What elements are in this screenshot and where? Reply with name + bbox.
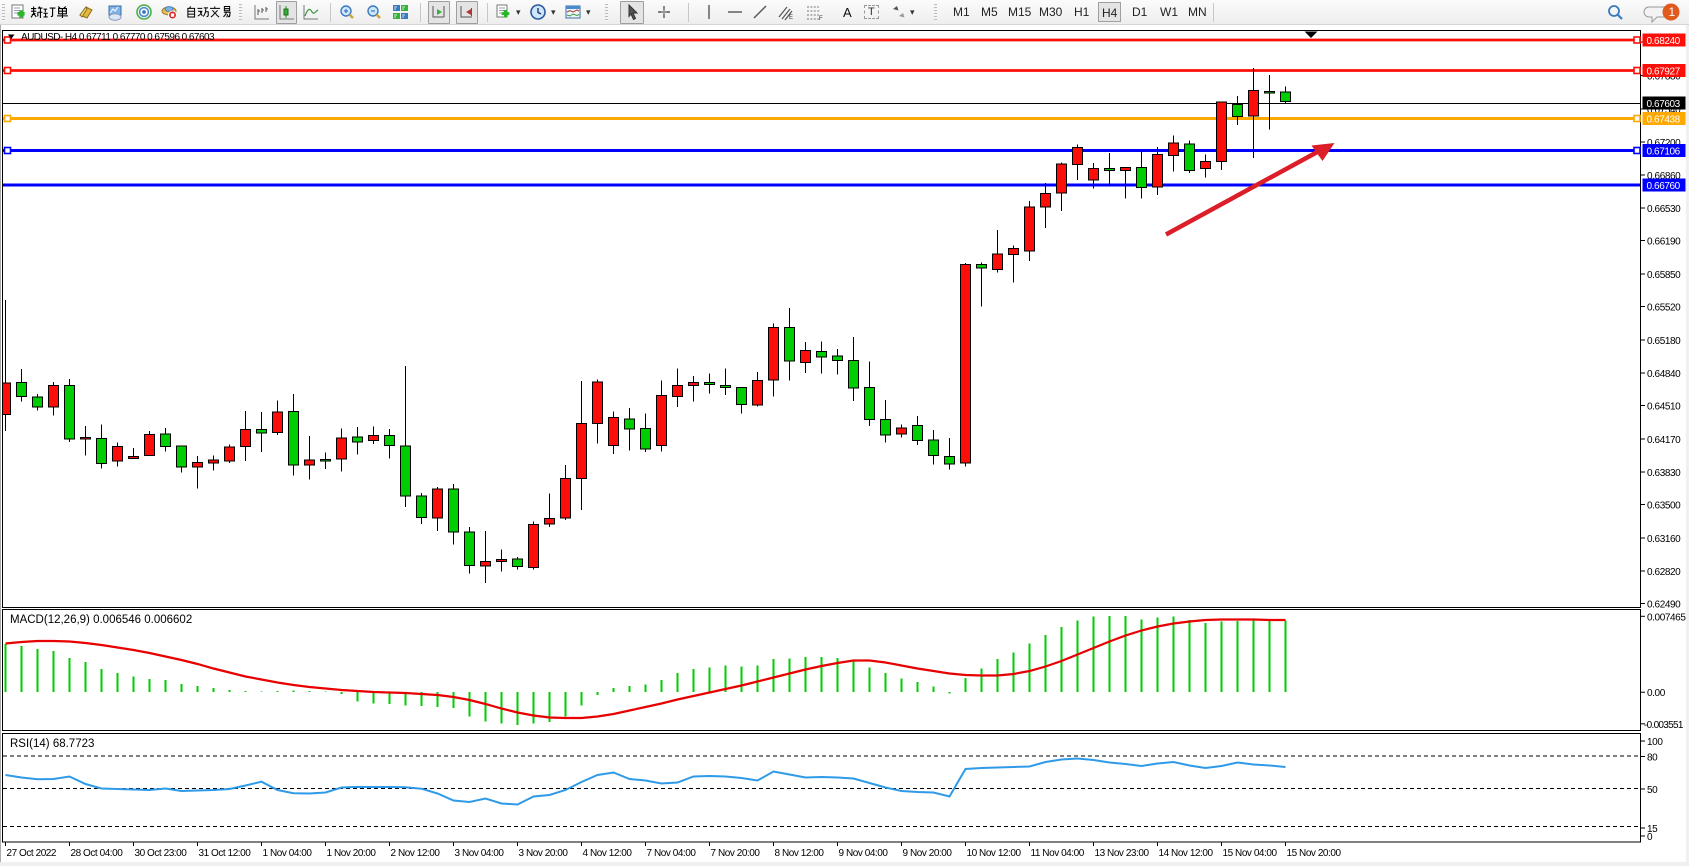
- svg-text:3 Nov 20:00: 3 Nov 20:00: [519, 848, 569, 859]
- svg-text:4 Nov 12:00: 4 Nov 12:00: [583, 848, 633, 859]
- svg-text:0.67927: 0.67927: [1647, 66, 1681, 77]
- svg-text:F: F: [819, 16, 823, 21]
- svg-text:50: 50: [1647, 785, 1658, 796]
- svg-text:0.63500: 0.63500: [1647, 501, 1681, 512]
- svg-text:0.007465: 0.007465: [1647, 612, 1686, 623]
- svg-text:MACD(12,26,9) 0.006546 0.00660: MACD(12,26,9) 0.006546 0.006602: [10, 614, 192, 626]
- svg-text:0.67603: 0.67603: [1647, 99, 1681, 110]
- svg-text:0.66760: 0.66760: [1647, 181, 1681, 192]
- svg-text:0: 0: [1647, 832, 1653, 843]
- svg-text:3 Nov 04:00: 3 Nov 04:00: [455, 848, 505, 859]
- svg-text:9 Nov 20:00: 9 Nov 20:00: [903, 848, 953, 859]
- svg-text:RSI(14) 68.7723: RSI(14) 68.7723: [10, 738, 94, 750]
- svg-text:0.63830: 0.63830: [1647, 468, 1681, 479]
- svg-text:10 Nov 12:00: 10 Nov 12:00: [967, 848, 1022, 859]
- svg-text:7 Nov 04:00: 7 Nov 04:00: [647, 848, 697, 859]
- svg-text:-0.003551: -0.003551: [1644, 720, 1684, 731]
- svg-text:0.68240: 0.68240: [1647, 36, 1681, 47]
- svg-text:0.62490: 0.62490: [1647, 600, 1681, 611]
- svg-text:7 Nov 20:00: 7 Nov 20:00: [711, 848, 761, 859]
- svg-text:0.62820: 0.62820: [1647, 567, 1681, 578]
- svg-text:0.65850: 0.65850: [1647, 270, 1681, 281]
- svg-text:E: E: [789, 15, 793, 21]
- svg-text:0.00: 0.00: [1647, 688, 1666, 699]
- svg-text:1 Nov 20:00: 1 Nov 20:00: [327, 848, 377, 859]
- svg-text:1: 1: [1669, 5, 1676, 19]
- svg-text:0.67106: 0.67106: [1647, 146, 1681, 157]
- svg-text:0.65180: 0.65180: [1647, 336, 1681, 347]
- svg-text:15 Nov 20:00: 15 Nov 20:00: [1287, 848, 1342, 859]
- svg-text:0.64840: 0.64840: [1647, 369, 1681, 380]
- svg-text:0.63160: 0.63160: [1647, 534, 1681, 545]
- svg-text:11 Nov 04:00: 11 Nov 04:00: [1031, 848, 1085, 859]
- svg-text:0.66860: 0.66860: [1647, 171, 1681, 182]
- svg-text:28 Oct 04:00: 28 Oct 04:00: [71, 848, 124, 859]
- svg-text:80: 80: [1647, 753, 1658, 764]
- svg-text:0.65520: 0.65520: [1647, 303, 1681, 314]
- svg-text:2 Nov 12:00: 2 Nov 12:00: [391, 848, 441, 859]
- svg-text:0.67438: 0.67438: [1647, 114, 1681, 125]
- svg-text:1 Nov 04:00: 1 Nov 04:00: [263, 848, 313, 859]
- svg-text:0.64170: 0.64170: [1647, 435, 1681, 446]
- svg-text:13 Nov 23:00: 13 Nov 23:00: [1095, 848, 1150, 859]
- svg-text:AUDUSD-.H4 0.67711 0.67770 0.: AUDUSD-.H4 0.67711 0.67770 0.67596 0.676…: [21, 32, 215, 43]
- svg-text:15: 15: [1647, 824, 1658, 835]
- svg-text:0.67540: 0.67540: [1647, 105, 1681, 116]
- svg-text:14 Nov 12:00: 14 Nov 12:00: [1159, 848, 1214, 859]
- svg-text:8 Nov 12:00: 8 Nov 12:00: [775, 848, 825, 859]
- svg-text:30 Oct 23:00: 30 Oct 23:00: [135, 848, 188, 859]
- svg-text:15 Nov 04:00: 15 Nov 04:00: [1223, 848, 1278, 859]
- svg-text:31 Oct 12:00: 31 Oct 12:00: [199, 848, 252, 859]
- svg-text:9 Nov 04:00: 9 Nov 04:00: [839, 848, 889, 859]
- svg-text:0.66190: 0.66190: [1647, 237, 1681, 248]
- svg-text:0.67200: 0.67200: [1647, 138, 1681, 149]
- svg-text:0.66530: 0.66530: [1647, 204, 1681, 215]
- svg-text:27 Oct 2022: 27 Oct 2022: [7, 848, 57, 859]
- svg-text:0.64510: 0.64510: [1647, 402, 1681, 413]
- svg-text:100: 100: [1647, 737, 1663, 748]
